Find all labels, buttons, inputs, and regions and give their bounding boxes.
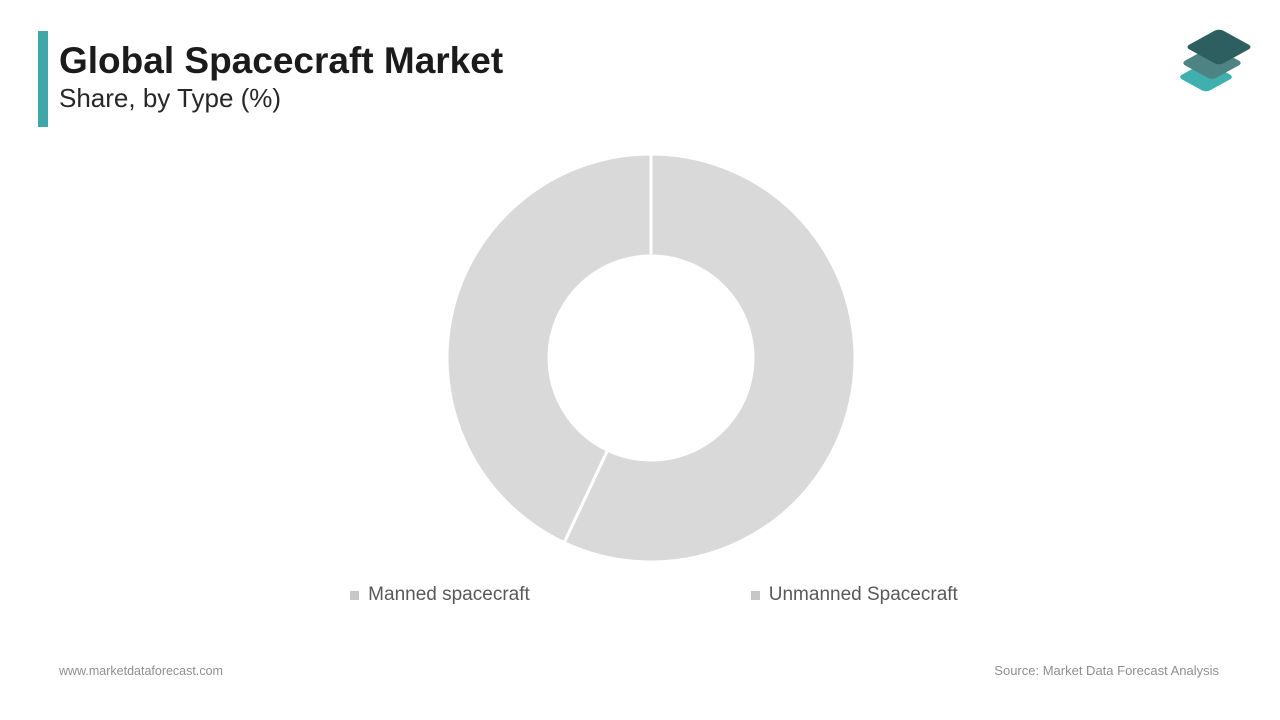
page-subtitle: Share, by Type (%) bbox=[59, 83, 282, 113]
header: Global Spacecraft Market Share, by Type … bbox=[59, 40, 503, 113]
legend-item-1[interactable]: Manned spacecraft bbox=[350, 583, 530, 607]
title-accent-bar bbox=[38, 31, 48, 127]
footer-website-link[interactable]: www.marketdataforecast.com bbox=[59, 664, 223, 678]
donut-slice-2[interactable] bbox=[445, 152, 653, 545]
donut-chart-svg bbox=[445, 152, 857, 564]
page-title: Global Spacecraft Market bbox=[59, 40, 504, 81]
donut-slice-1[interactable] bbox=[562, 152, 857, 564]
market-data-forecast-logo-icon bbox=[1180, 29, 1251, 92]
footer-source-text: Source: Market Data Forecast Analysis bbox=[994, 663, 1219, 678]
chart-legend: Manned spacecraft Unmanned Spacecraft bbox=[0, 583, 1280, 607]
legend-label: Manned spacecraft bbox=[368, 584, 530, 605]
legend-marker-icon bbox=[750, 590, 760, 600]
logo-layer-top bbox=[1187, 29, 1251, 65]
legend-item-2[interactable]: Unmanned Spacecraft bbox=[750, 583, 958, 607]
legend-label: Unmanned Spacecraft bbox=[768, 584, 958, 605]
legend-marker-icon bbox=[350, 590, 360, 600]
